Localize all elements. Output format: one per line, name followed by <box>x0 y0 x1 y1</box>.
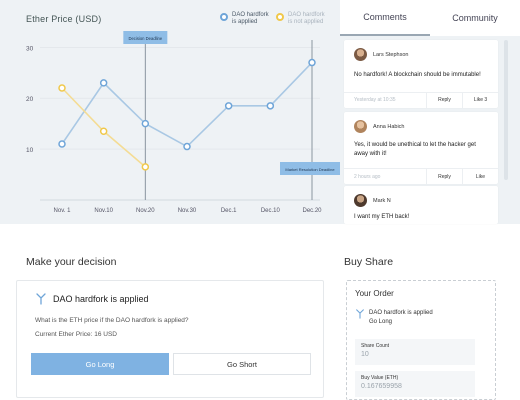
share-count-label: Share Count <box>361 343 390 349</box>
price-chart: 10 20 30 Nov. 1 Nov.10 Nov.20 Nov.30 Dec.1 Dec.1… <box>26 31 340 214</box>
data-point <box>141 119 150 128</box>
comment-author: Mark N <box>373 197 391 204</box>
x-tick-label: Nov.20 <box>136 208 155 214</box>
decision-question: What is the ETH price if the DAO hardfor… <box>35 317 189 324</box>
comments-scrollbar[interactable] <box>504 40 508 180</box>
tab-community[interactable]: Community <box>452 13 498 23</box>
comments-tabs: Comments Community <box>340 0 520 36</box>
decision-card: DAO hardfork is applied What is the ETH … <box>16 280 324 398</box>
avatar <box>354 120 367 133</box>
legend-label-line2: is not applied <box>288 19 324 25</box>
x-tick-label: Nov.30 <box>178 208 197 214</box>
comment-text: Yes, it would be unethical to let the ha… <box>354 142 476 157</box>
order-selection-position: Go Long <box>369 319 393 325</box>
data-point <box>308 58 316 67</box>
order-title: Your Order <box>355 289 394 298</box>
buy-share-section-title: Buy Share <box>344 256 394 268</box>
decision-card-title: DAO hardfork is applied <box>53 294 149 304</box>
go-short-button[interactable]: Go Short <box>173 353 311 375</box>
data-point <box>99 79 108 87</box>
order-selection-market: DAO hardfork is applied <box>369 310 433 316</box>
legend-item-applied[interactable]: DAO hardfork is applied <box>220 12 269 26</box>
avatar <box>354 48 367 61</box>
comment-text: I want my ETH back! <box>354 214 410 220</box>
series-line <box>61 61 313 148</box>
tab-comments[interactable]: Comments <box>340 0 430 36</box>
like-button[interactable]: Like 3 <box>462 92 498 108</box>
comment-text: No hardfork! A blockchain should be immu… <box>354 72 481 78</box>
legend-label-line1: DAO hardfork <box>288 12 325 18</box>
like-button[interactable]: Like <box>462 169 498 184</box>
x-tick-label: Dec.20 <box>302 208 322 214</box>
order-card: Your Order DAO hardfork is applied Go Lo… <box>346 280 496 400</box>
y-tick-label: 30 <box>26 45 34 52</box>
comment-card: Anna Habich Yes, it would be unethical t… <box>344 112 498 184</box>
y-tick-label: 10 <box>26 147 34 154</box>
x-tick-label: Dec.10 <box>261 208 281 214</box>
market-resolution-tag <box>280 162 340 175</box>
data-point <box>58 84 66 92</box>
legend-label-line1: DAO hardfork <box>232 12 269 18</box>
decision-deadline-label: Decision Deadline <box>128 36 162 41</box>
series-line <box>61 87 146 168</box>
buy-value-input[interactable] <box>361 383 469 390</box>
reply-button[interactable]: Reply <box>426 92 462 108</box>
data-point <box>183 142 191 151</box>
comment-timestamp: 2 hours ago <box>354 173 381 180</box>
share-count-field: Share Count <box>355 339 475 365</box>
comment-card: Mark N I want my ETH back! <box>344 186 498 224</box>
data-point <box>224 102 233 110</box>
avatar <box>354 194 367 207</box>
x-tick-label: Dec.1 <box>221 208 237 214</box>
data-point <box>266 102 275 110</box>
decision-section-title: Make your decision <box>26 256 117 268</box>
legend-item-not-applied[interactable]: DAO hardfork is not applied <box>276 12 325 26</box>
buy-value-label: Buy Value (ETH) <box>361 375 399 381</box>
comment-timestamp: Yesterday at 10:35 <box>354 97 396 103</box>
data-point <box>141 163 150 171</box>
comments-panel: Comments Community Lars Stephson No hard… <box>340 0 520 224</box>
x-tick-label: Nov.10 <box>94 208 113 214</box>
y-tick-label: 20 <box>26 96 34 103</box>
comment-author: Lars Stephson <box>373 51 409 58</box>
legend-dot-icon <box>220 13 228 21</box>
comment-card: Lars Stephson No hardfork! A blockchain … <box>344 40 498 108</box>
reply-button[interactable]: Reply <box>426 169 462 184</box>
legend-label-line2: is applied <box>232 19 258 25</box>
comment-author: Anna Habich <box>373 123 405 130</box>
fork-icon <box>356 309 364 319</box>
price-chart-panel: 10 20 30 Nov. 1 Nov.10 Nov.20 Nov.30 Dec.1 Dec.1… <box>0 0 340 224</box>
buy-value-field: Buy Value (ETH) <box>355 371 475 397</box>
x-tick-label: Nov. 1 <box>54 208 72 214</box>
go-long-button[interactable]: Go Long <box>31 353 169 375</box>
market-resolution-label: Market Resolution Deadline <box>285 167 335 172</box>
legend-dot-icon <box>276 13 284 21</box>
order-selection: DAO hardfork is applied Go Long <box>355 309 433 327</box>
current-price: Current Ether Price: 16 USD <box>35 331 118 338</box>
fork-icon <box>36 293 46 305</box>
chart-title: Ether Price (USD) <box>26 14 102 24</box>
data-point <box>99 127 108 136</box>
share-count-input[interactable] <box>361 351 469 358</box>
data-point <box>58 140 66 148</box>
decision-deadline-tag <box>123 31 168 44</box>
